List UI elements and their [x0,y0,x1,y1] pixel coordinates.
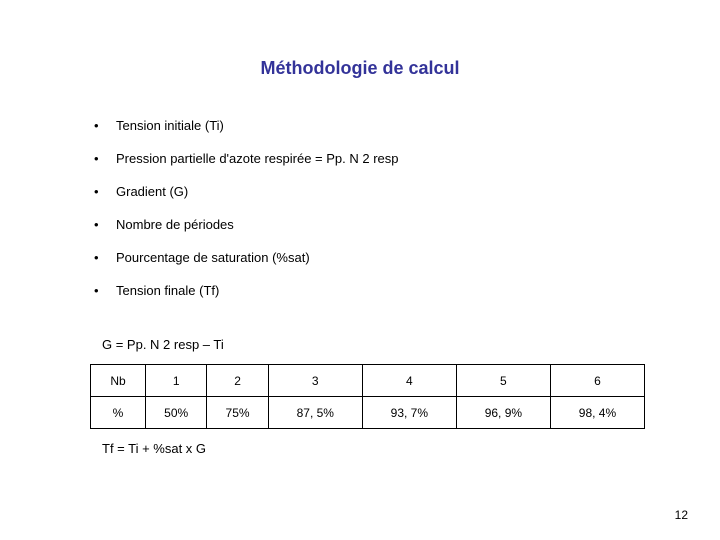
table-row: % 50% 75% 87, 5% 93, 7% 96, 9% 98, 4% [91,397,645,429]
table-cell: 50% [146,397,207,429]
table-cell: 87, 5% [268,397,362,429]
slide-content: Tension initiale (Ti) Pression partielle… [0,109,720,456]
table-cell-header: Nb [91,365,146,397]
bullet-list: Tension initiale (Ti) Pression partielle… [90,109,660,307]
list-item: Gradient (G) [90,175,660,208]
formula-gradient: G = Pp. N 2 resp – Ti [102,337,660,352]
table-cell: 98, 4% [550,397,644,429]
table-cell: 6 [550,365,644,397]
saturation-table: Nb 1 2 3 4 5 6 % 50% 75% 87, 5% 93, 7% 9… [90,364,645,429]
table-cell-header: % [91,397,146,429]
list-item: Pression partielle d'azote respirée = Pp… [90,142,660,175]
table-row: Nb 1 2 3 4 5 6 [91,365,645,397]
table-cell: 93, 7% [362,397,456,429]
slide-title: Méthodologie de calcul [0,0,720,109]
list-item: Tension finale (Tf) [90,274,660,307]
table-cell: 2 [207,365,268,397]
table-cell: 96, 9% [456,397,550,429]
table-cell: 5 [456,365,550,397]
table-cell: 3 [268,365,362,397]
table-cell: 1 [146,365,207,397]
page-number: 12 [675,508,688,522]
list-item: Nombre de périodes [90,208,660,241]
table-cell: 75% [207,397,268,429]
formula-tension-final: Tf = Ti + %sat x G [102,441,660,456]
list-item: Tension initiale (Ti) [90,109,660,142]
table-cell: 4 [362,365,456,397]
list-item: Pourcentage de saturation (%sat) [90,241,660,274]
